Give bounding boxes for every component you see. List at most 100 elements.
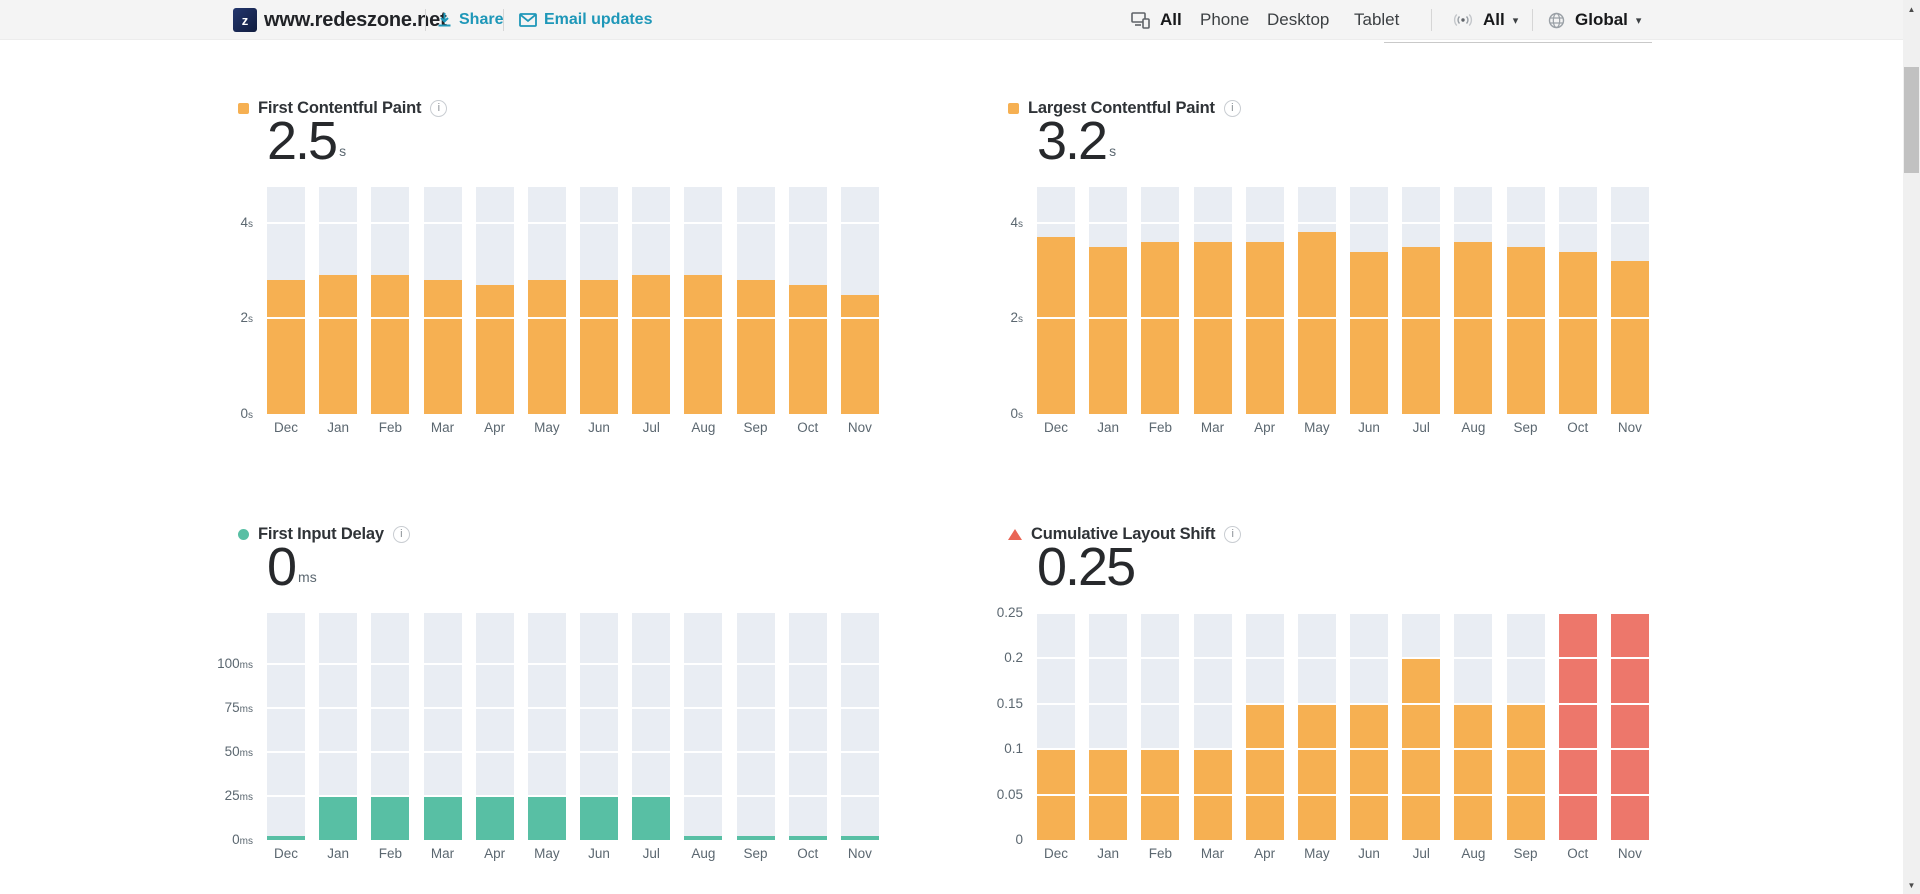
tick-number: 0.25 [996, 605, 1023, 620]
column-background [527, 613, 566, 840]
bar[interactable] [1141, 241, 1180, 414]
device-filter-tablet[interactable]: Tablet [1354, 10, 1400, 29]
bar[interactable] [788, 836, 827, 840]
bar[interactable] [1506, 703, 1545, 840]
bar[interactable] [840, 294, 879, 414]
chart-columns [267, 187, 879, 414]
chart-plot [1037, 612, 1649, 840]
bar[interactable] [1610, 613, 1649, 840]
month-label: Aug [691, 846, 716, 861]
bar[interactable] [319, 796, 358, 840]
bar[interactable] [580, 796, 619, 840]
x-axis-labels: Dec Jan Feb Mar Apr May Jun Jul Aug Sep Oct Nov [267, 420, 879, 435]
bar[interactable] [1454, 241, 1493, 414]
bar[interactable] [632, 796, 671, 840]
bar[interactable] [371, 796, 410, 840]
tick-number: 0.05 [996, 786, 1023, 802]
bar[interactable] [736, 836, 775, 840]
tick-number: 2 [240, 310, 248, 326]
month-label: Sep [743, 846, 768, 861]
device-filter-all[interactable]: All [1160, 10, 1182, 29]
scrollbar-thumb[interactable] [1904, 67, 1919, 173]
month-label: Jul [1412, 846, 1430, 861]
y-tick-label: 0.1 [961, 741, 1023, 757]
scrollbar-down-button[interactable]: ▼ [1907, 880, 1916, 890]
bar[interactable] [736, 280, 775, 414]
chart-header: Cumulative Layout Shift i [1008, 524, 1242, 544]
month-label: Jan [1097, 420, 1120, 435]
column-background [319, 613, 358, 840]
month-label: Mar [1200, 846, 1225, 861]
bar[interactable] [1037, 237, 1075, 414]
chevron-down-icon: ▾ [1512, 14, 1519, 27]
scrollbar-up-button[interactable]: ▲ [1907, 4, 1916, 14]
column-background [423, 187, 462, 414]
bar[interactable] [1506, 246, 1545, 414]
gridline [1037, 793, 1649, 796]
bar[interactable] [371, 275, 410, 414]
y-tick-label: 0.15 [961, 696, 1023, 712]
device-filter-desktop[interactable]: Desktop [1267, 10, 1330, 29]
bar[interactable] [267, 280, 305, 414]
bar[interactable] [1454, 703, 1493, 840]
bar[interactable] [788, 284, 827, 414]
bar[interactable] [475, 284, 514, 414]
bar[interactable] [684, 275, 723, 414]
bar[interactable] [423, 796, 462, 840]
month-label: Nov [847, 420, 872, 435]
email-updates-button[interactable]: Email updates [519, 0, 652, 40]
divider [425, 9, 426, 31]
bar[interactable] [1245, 703, 1284, 840]
month-label: Oct [1567, 420, 1589, 435]
info-icon[interactable]: i [1223, 99, 1241, 117]
bar[interactable] [527, 280, 566, 414]
tick-number: 0 [232, 832, 240, 847]
y-tick-label: 4s [191, 215, 253, 233]
month-label: Nov [1617, 846, 1642, 861]
bar[interactable] [1350, 251, 1389, 414]
column-background [580, 613, 619, 840]
connection-dropdown[interactable]: All ▾ [1452, 0, 1518, 40]
bar[interactable] [475, 796, 514, 840]
bar[interactable] [1193, 241, 1232, 414]
bar[interactable] [1402, 246, 1441, 414]
region-dropdown[interactable]: Global ▾ [1548, 0, 1641, 40]
chart-first-input-delay: First Input Delay i 0 ms 0ms 25ms 50ms 75ms 100m… [217, 522, 938, 872]
bar[interactable] [319, 275, 358, 414]
bar[interactable] [840, 836, 879, 840]
chart-columns [267, 613, 879, 840]
bar[interactable] [1089, 246, 1128, 414]
devices-icon [1130, 0, 1152, 40]
bar[interactable] [1245, 241, 1284, 414]
bar[interactable] [1558, 613, 1597, 840]
bar[interactable] [1297, 703, 1336, 840]
scrollbar[interactable]: ▲ ▼ [1903, 0, 1920, 894]
tick-number: 0.2 [1004, 650, 1023, 666]
month-label: Jul [1412, 420, 1430, 435]
bar[interactable] [1297, 232, 1336, 414]
month-label: May [1304, 420, 1330, 435]
info-icon[interactable]: i [430, 99, 448, 117]
metric-unit: s [339, 143, 347, 159]
device-filter-phone[interactable]: Phone [1200, 10, 1250, 29]
bar[interactable] [1350, 703, 1389, 840]
column-background [1193, 187, 1232, 414]
share-button[interactable]: Share [437, 0, 503, 40]
column-background [840, 187, 879, 414]
bar[interactable] [1610, 261, 1649, 414]
tick-number: 50 [224, 744, 240, 759]
info-icon[interactable]: i [392, 525, 410, 543]
tick-number: 4 [240, 214, 248, 230]
bar[interactable] [684, 836, 723, 840]
bar[interactable] [527, 796, 566, 840]
y-tick-label: 0s [191, 406, 253, 424]
chart-header: First Contentful Paint i [238, 98, 448, 118]
bar[interactable] [580, 280, 619, 414]
column-background [1506, 613, 1545, 840]
bar[interactable] [1558, 251, 1597, 414]
bar[interactable] [632, 275, 671, 414]
info-icon[interactable]: i [1224, 525, 1242, 543]
bar[interactable] [267, 836, 305, 840]
bar[interactable] [423, 280, 462, 414]
chart-title: Largest Contentful Paint [1028, 98, 1215, 117]
